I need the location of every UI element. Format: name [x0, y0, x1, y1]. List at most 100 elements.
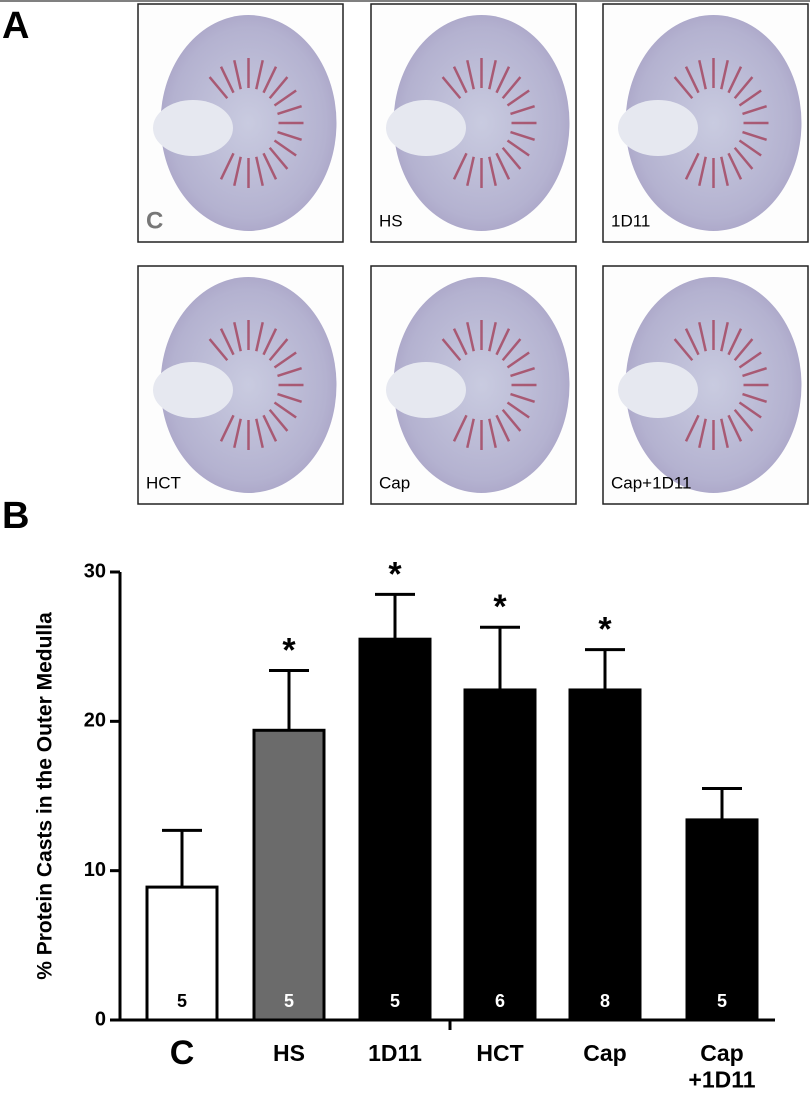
kidney-section: [625, 277, 802, 493]
significance-mark: *: [282, 632, 296, 670]
protein-cast: [273, 401, 297, 419]
protein-cast: [684, 414, 700, 442]
kidney-hilum: [618, 362, 698, 418]
protein-cast: [698, 418, 707, 449]
n-label: 5: [390, 991, 400, 1011]
x-tick-label: Cap: [583, 1040, 626, 1066]
y-tick-label: 30: [84, 560, 106, 582]
bar: [145, 885, 219, 1022]
protein-cast: [733, 76, 754, 100]
protein-cast: [506, 401, 530, 419]
n-label: 5: [717, 991, 727, 1011]
protein-cast: [698, 59, 707, 90]
protein-cast: [488, 321, 497, 352]
protein-cast: [510, 366, 536, 378]
protein-cast: [727, 414, 743, 442]
protein-cast: [277, 392, 303, 404]
kidney-section: [393, 277, 570, 493]
kidney-hilum: [618, 100, 698, 156]
protein-cast: [673, 338, 694, 362]
kidney-section: [393, 15, 570, 231]
protein-cast: [268, 76, 289, 100]
protein-cast: [738, 401, 762, 419]
protein-cast: [501, 408, 522, 432]
bar: [685, 818, 759, 1022]
protein-cast: [262, 414, 278, 442]
protein-cast: [488, 59, 497, 90]
protein-cast: [233, 418, 242, 449]
protein-cast: [219, 152, 235, 180]
image-label: HS: [379, 211, 403, 230]
protein-cast: [733, 146, 754, 170]
protein-cast: [698, 156, 707, 187]
kidney-section: [160, 15, 337, 231]
image-label: 1D11: [611, 211, 650, 230]
kidney-hilum: [153, 362, 233, 418]
image-label: HCT: [146, 473, 181, 492]
protein-cast: [742, 366, 768, 378]
protein-cast: [495, 152, 511, 180]
protein-cast: [738, 139, 762, 157]
protein-cast: [727, 152, 743, 180]
protein-cast: [208, 338, 229, 362]
protein-cast: [277, 130, 303, 142]
protein-cast: [506, 139, 530, 157]
protein-cast: [452, 66, 468, 94]
protein-cast: [673, 76, 694, 100]
protein-cast: [219, 414, 235, 442]
protein-cast: [506, 351, 530, 369]
significance-mark: *: [493, 588, 507, 626]
bar: [463, 688, 537, 1022]
protein-cast: [506, 89, 530, 107]
protein-cast: [466, 418, 475, 449]
kidney-hilum: [386, 100, 466, 156]
protein-cast: [208, 76, 229, 100]
image-label: Cap: [379, 473, 410, 492]
protein-cast: [733, 338, 754, 362]
protein-cast: [268, 408, 289, 432]
image-label: C: [146, 207, 163, 234]
x-tick-label: HS: [273, 1040, 305, 1066]
protein-cast: [262, 66, 278, 94]
protein-cast: [273, 351, 297, 369]
protein-cast: [233, 156, 242, 187]
protein-cast: [273, 89, 297, 107]
protein-cast: [742, 130, 768, 142]
protein-cast: [495, 328, 511, 356]
significance-mark: *: [598, 611, 612, 649]
bar: [252, 728, 326, 1022]
protein-cast: [727, 66, 743, 94]
protein-cast: [720, 156, 729, 187]
x-tick-label: HCT: [476, 1040, 523, 1066]
significance-mark: *: [388, 555, 402, 593]
protein-cast: [684, 152, 700, 180]
kidney-section: [160, 277, 337, 493]
x-tick-label: Cap +1D11: [688, 1040, 755, 1092]
protein-cast: [501, 338, 522, 362]
protein-cast: [684, 66, 700, 94]
protein-cast: [452, 328, 468, 356]
protein-cast: [501, 146, 522, 170]
protein-cast: [720, 418, 729, 449]
protein-cast: [277, 366, 303, 378]
n-label: 5: [284, 991, 294, 1011]
kidney-hilum: [153, 100, 233, 156]
protein-cast: [510, 392, 536, 404]
n-label: 6: [495, 991, 505, 1011]
protein-cast: [466, 321, 475, 352]
protein-cast: [720, 321, 729, 352]
protein-cast: [488, 418, 497, 449]
protein-cast: [262, 152, 278, 180]
protein-cast: [742, 104, 768, 116]
protein-cast: [255, 59, 264, 90]
protein-cast: [255, 418, 264, 449]
protein-cast: [720, 59, 729, 90]
protein-cast: [733, 408, 754, 432]
protein-cast: [255, 321, 264, 352]
protein-cast: [466, 156, 475, 187]
y-tick-label: 10: [84, 859, 106, 881]
protein-cast: [684, 328, 700, 356]
protein-cast: [495, 66, 511, 94]
kidney-hilum: [386, 362, 466, 418]
